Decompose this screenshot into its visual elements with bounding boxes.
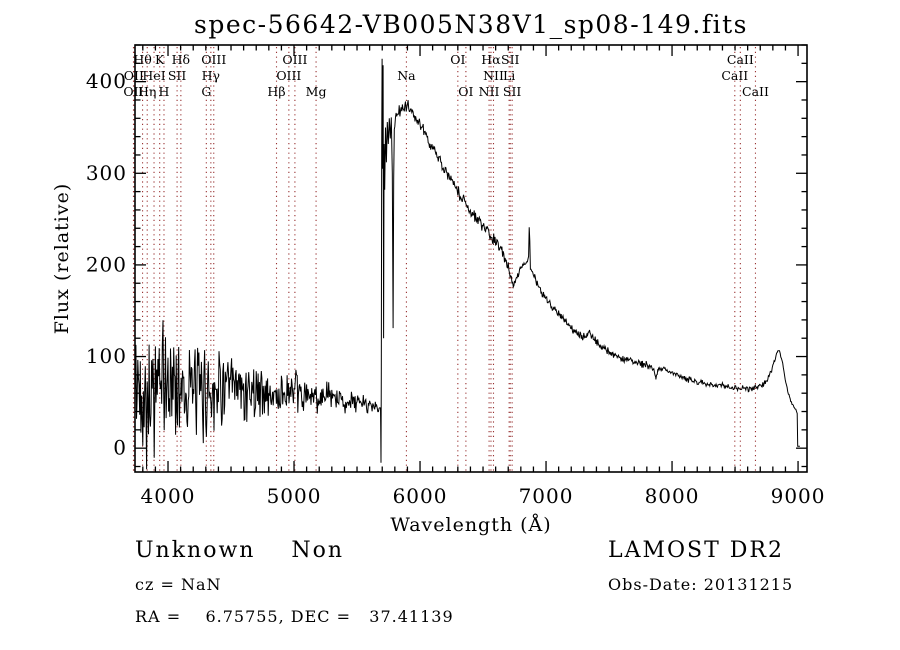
- spectral-line-label: OII: [124, 68, 144, 83]
- spectral-line-labels: OIIOIIHθHηHeIKHSIIHδGHγOIIIHβOIIIOIIIMgN…: [123, 52, 769, 99]
- spectral-line-label: OIII: [276, 68, 301, 83]
- spectral-line-label: NII: [483, 68, 504, 83]
- spectral-line-label: HeI: [142, 68, 165, 83]
- spectral-line-label: H: [159, 84, 170, 99]
- y-tick-label: 200: [86, 252, 127, 276]
- x-tick-label: 8000: [645, 484, 700, 508]
- spectral-line-label: SII: [501, 52, 520, 67]
- spectral-line-label: CaII: [721, 68, 748, 83]
- spectrum-trace: [134, 58, 800, 470]
- spectral-line-label: OII: [123, 84, 143, 99]
- spectral-line-label: Hη: [138, 84, 156, 99]
- x-axis-ticks: [142, 45, 799, 472]
- x-tick-label: 5000: [267, 484, 322, 508]
- page-title: spec-56642-VB005N38V1_sp08-149.fits: [194, 10, 748, 39]
- spectral-line-label: OIII: [282, 52, 307, 67]
- axes-frame: [134, 44, 808, 473]
- spectral-line-label: Hα: [481, 52, 501, 67]
- x-tick-labels: 4000 5000 6000 7000 8000 9000: [141, 484, 826, 508]
- spectral-line-markers: [132, 47, 757, 471]
- y-tick-label: 400: [86, 69, 127, 93]
- spectral-line-label: Hθ: [133, 52, 151, 67]
- spectral-line-label: SII: [503, 84, 522, 99]
- obs-date-label: Obs-Date: 20131215: [608, 575, 794, 594]
- x-tick-label: 7000: [519, 484, 574, 508]
- spectral-line-label: Hγ: [202, 68, 220, 83]
- y-axis-title: Flux (relative): [51, 183, 73, 335]
- spectral-line-label: CaII: [742, 84, 769, 99]
- x-axis-title: Wavelength (Å): [390, 514, 551, 536]
- spectral-line-label: K: [155, 52, 165, 67]
- cz-value: cz = NaN: [135, 575, 222, 594]
- spectrum-line: [134, 58, 800, 470]
- y-tick-label: 100: [86, 344, 127, 368]
- spectral-line-label: Hδ: [172, 52, 190, 67]
- plot-box: [134, 44, 808, 473]
- y-axis-title: Flux (relative): [51, 183, 73, 335]
- spectral-line-label: CaII: [727, 52, 754, 67]
- y-tick-label: 0: [113, 436, 127, 460]
- spectral-line-label: OI: [450, 52, 465, 67]
- ra-dec-value: RA = 6.75755, DEC = 37.41139: [135, 607, 454, 626]
- spectral-line-label: G: [201, 84, 211, 99]
- spectral-line-label: Mg: [306, 84, 327, 99]
- x-axis-title: Wavelength (Å): [390, 514, 551, 536]
- spectral-line-label: SII: [168, 68, 187, 83]
- x-tick-label: 6000: [393, 484, 448, 508]
- classification-label: Unknown Non: [135, 538, 345, 563]
- spectral-line-label: OI: [458, 84, 473, 99]
- spectral-line-label: Na: [397, 68, 416, 83]
- spectral-line-label: OIII: [201, 52, 226, 67]
- spectral-line-label: Hβ: [267, 84, 285, 99]
- survey-label: LAMOST DR2: [608, 538, 784, 563]
- y-axis-ticks: [135, 44, 807, 468]
- x-tick-label: 4000: [141, 484, 196, 508]
- x-tick-label: 9000: [771, 484, 826, 508]
- y-tick-labels: 0 100 200 300 400: [86, 69, 127, 460]
- spectral-line-label: Li: [503, 68, 515, 83]
- y-tick-label: 300: [86, 161, 127, 185]
- spectral-line-label: NII: [479, 84, 500, 99]
